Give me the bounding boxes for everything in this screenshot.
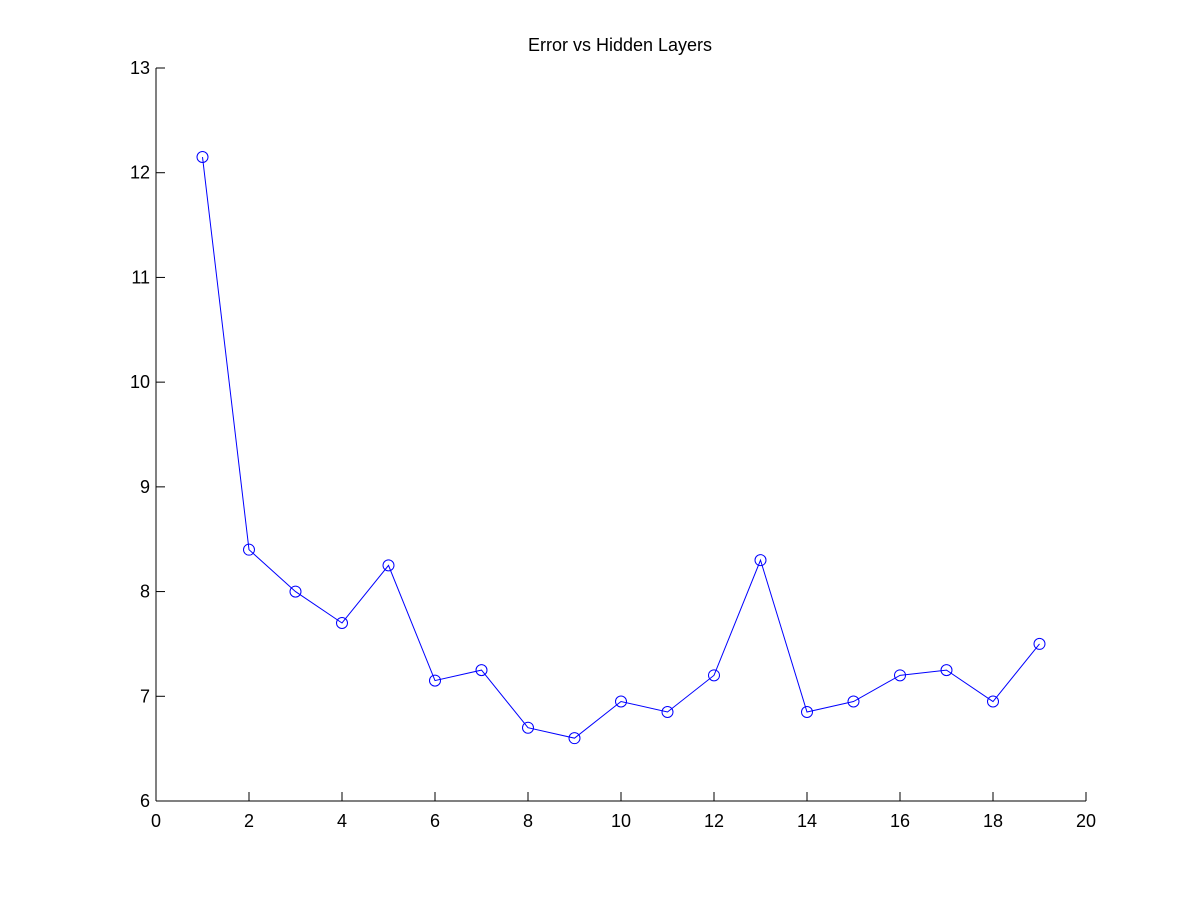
data-point	[940, 664, 953, 677]
data-point	[382, 559, 395, 572]
data-point	[568, 732, 581, 745]
x-tick-label: 20	[1076, 811, 1096, 831]
y-tick-label: 11	[131, 267, 150, 287]
data-point	[522, 721, 534, 734]
chart-title: Error vs Hidden Layers	[528, 35, 712, 55]
data-point	[336, 616, 348, 629]
y-tick-label: 10	[130, 372, 150, 392]
x-tick-label: 8	[523, 811, 533, 831]
data-point	[615, 695, 627, 708]
data-point	[661, 705, 674, 718]
y-tick-label: 8	[140, 582, 150, 602]
x-tick-label: 12	[704, 811, 724, 831]
x-tick-label: 18	[983, 811, 1003, 831]
data-point	[894, 669, 906, 682]
data-point	[243, 543, 255, 556]
y-tick-label: 6	[140, 791, 150, 811]
x-tick-label: 4	[337, 811, 347, 831]
data-point	[429, 674, 441, 687]
data-point	[196, 151, 209, 164]
y-tick-label: 9	[140, 477, 150, 497]
x-tick-label: 2	[244, 811, 254, 831]
x-tick-label: 0	[151, 811, 161, 831]
data-point	[475, 664, 488, 677]
x-tick-label: 16	[890, 811, 910, 831]
data-point	[1033, 637, 1046, 650]
data-point	[801, 705, 813, 718]
series-line	[202, 156, 1040, 739]
x-tick-label: 14	[797, 811, 817, 831]
data-point	[289, 585, 302, 598]
y-tick-label: 12	[130, 163, 150, 183]
x-tick-label: 10	[611, 811, 631, 831]
axes: 0 2 4 6 8 10 12 14 16 18 20 6 7 8 9 10 11 12 13	[130, 58, 1096, 831]
data-point	[708, 669, 720, 682]
data-point	[754, 554, 767, 567]
data-point	[847, 695, 860, 708]
y-tick-label: 7	[140, 686, 150, 706]
data-point	[987, 695, 999, 708]
y-tick-label: 13	[130, 58, 150, 78]
series-layer	[196, 151, 1046, 745]
x-tick-label: 6	[430, 811, 440, 831]
